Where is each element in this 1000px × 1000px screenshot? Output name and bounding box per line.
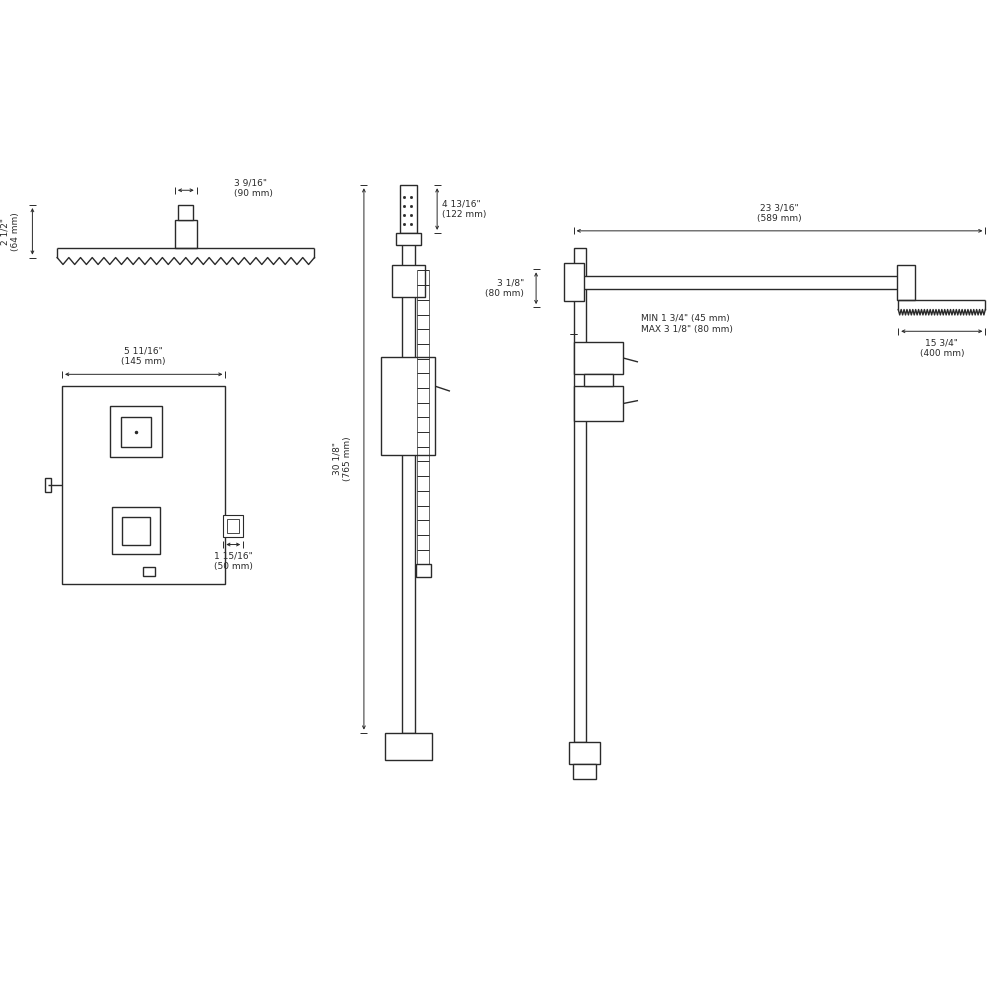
Bar <box>574 386 623 421</box>
Bar <box>402 233 415 733</box>
Bar <box>121 417 151 447</box>
Bar <box>396 233 421 245</box>
Bar <box>400 185 417 233</box>
Text: 15 3/4"
(400 mm): 15 3/4" (400 mm) <box>920 338 964 358</box>
Text: 30 1/8"
(765 mm): 30 1/8" (765 mm) <box>332 437 352 481</box>
Bar <box>62 386 225 584</box>
Bar <box>227 519 239 533</box>
Bar <box>574 276 906 289</box>
Text: 1 15/16"
(50 mm): 1 15/16" (50 mm) <box>214 552 253 571</box>
Text: 23 3/16"
(589 mm): 23 3/16" (589 mm) <box>757 203 802 223</box>
Bar <box>45 478 51 492</box>
Text: 4 13/16"
(122 mm): 4 13/16" (122 mm) <box>442 199 486 219</box>
Bar <box>178 205 193 220</box>
Bar <box>223 515 243 537</box>
Text: MIN 1 3/4" (45 mm)
MAX 3 1/8" (80 mm): MIN 1 3/4" (45 mm) MAX 3 1/8" (80 mm) <box>641 314 733 334</box>
Text: 5 11/16"
(145 mm): 5 11/16" (145 mm) <box>121 347 166 366</box>
Bar <box>584 374 613 386</box>
Bar <box>381 357 435 455</box>
Bar <box>897 265 915 300</box>
Bar <box>110 406 162 457</box>
Bar <box>569 742 600 764</box>
Bar <box>122 517 150 545</box>
Bar <box>564 263 584 301</box>
Text: 3 9/16"
(90 mm): 3 9/16" (90 mm) <box>234 179 273 198</box>
Bar <box>385 733 432 760</box>
Bar <box>143 567 155 576</box>
Text: 2 1/2"
(64 mm): 2 1/2" (64 mm) <box>1 212 20 251</box>
Bar <box>112 507 160 554</box>
Bar <box>416 564 431 577</box>
Bar <box>574 248 586 742</box>
Bar <box>392 265 425 297</box>
Text: 3 1/8"
(80 mm): 3 1/8" (80 mm) <box>485 279 524 298</box>
Bar <box>175 220 197 248</box>
Bar <box>574 342 623 374</box>
Bar <box>573 764 596 779</box>
